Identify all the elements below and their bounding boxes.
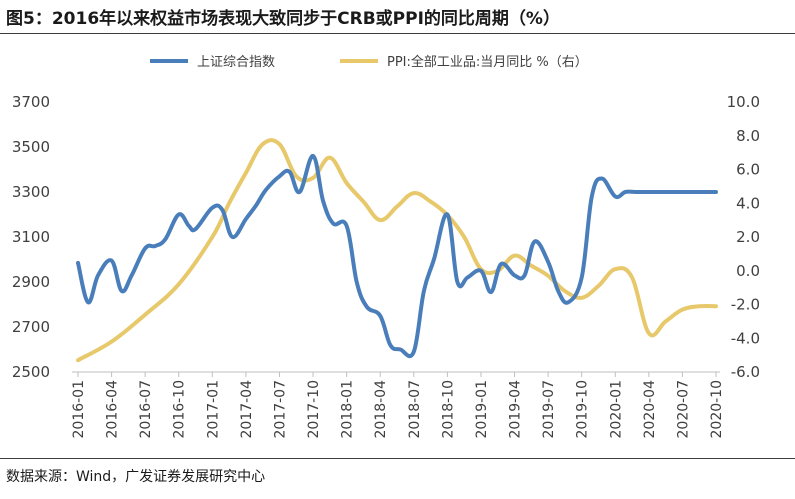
x-tick-label: 2020-07 bbox=[675, 380, 691, 439]
y-right-tick-label: 0.0 bbox=[736, 262, 760, 280]
x-tick-label: 2019-04 bbox=[508, 380, 524, 439]
legend-label-ppi: PPI:全部工业品:当月同比 %（右） bbox=[387, 54, 588, 70]
x-tick-label: 2017-04 bbox=[239, 380, 255, 439]
x-tick-label: 2018-10 bbox=[440, 380, 456, 439]
y-right-tick-label: -6.0 bbox=[731, 363, 760, 381]
y-right-tick-label: -2.0 bbox=[731, 296, 760, 314]
axes: 2500 2700 2900 3100 3300 3500 3700 -6.0 -4.0 -2.0… bbox=[12, 93, 760, 439]
y-right-tick-label: -4.0 bbox=[731, 329, 760, 347]
x-tick-label: 2018-07 bbox=[407, 380, 423, 439]
page-title: 图5：2016年以来权益市场表现大致同步于CRB或PPI的同比周期（%） bbox=[6, 9, 560, 29]
source-note: 数据来源：Wind，广发证券发展研究中心 bbox=[6, 469, 266, 485]
x-tick-label: 2017-10 bbox=[306, 380, 322, 439]
legend: 上证综合指数 PPI:全部工业品:当月同比 %（右） bbox=[150, 54, 588, 70]
x-tick-label: 2020-01 bbox=[608, 380, 624, 439]
y-right-tick-label: 6.0 bbox=[736, 161, 760, 179]
y-left-tick-label: 3100 bbox=[12, 228, 50, 246]
series-line-ppi bbox=[76, 138, 718, 363]
x-tick-label: 2016-10 bbox=[172, 380, 188, 439]
y-left-tick-label: 3700 bbox=[12, 93, 50, 111]
y-left-tick-label: 2900 bbox=[12, 273, 50, 291]
y-right-tick-label: 4.0 bbox=[736, 194, 760, 212]
y-left-tick-label: 3300 bbox=[12, 183, 50, 201]
title-bar: 图5：2016年以来权益市场表现大致同步于CRB或PPI的同比周期（%） bbox=[0, 0, 795, 34]
legend-label-index: 上证综合指数 bbox=[197, 55, 275, 70]
x-tick-label: 2017-01 bbox=[205, 380, 221, 439]
y-left-tick-label: 2500 bbox=[12, 363, 50, 381]
y-left-tick-label: 3500 bbox=[12, 138, 50, 156]
x-tick-label: 2018-04 bbox=[373, 380, 389, 439]
y-left-tick-label: 2700 bbox=[12, 318, 50, 336]
y-right-tick-label: 10.0 bbox=[727, 93, 760, 111]
x-tick-label: 2020-10 bbox=[709, 380, 725, 439]
x-tick-label: 2020-04 bbox=[642, 380, 658, 439]
y-right-tick-label: 8.0 bbox=[736, 127, 760, 145]
footer-divider bbox=[0, 458, 795, 459]
x-tick-label: 2016-07 bbox=[138, 380, 154, 439]
x-tick-label: 2019-10 bbox=[575, 380, 591, 439]
x-tick-label: 2016-01 bbox=[71, 380, 87, 439]
series-line-index bbox=[76, 153, 718, 359]
series-layer bbox=[76, 138, 718, 363]
x-tick-label: 2019-01 bbox=[474, 380, 490, 439]
x-tick-label: 2017-07 bbox=[272, 380, 288, 439]
y-right-tick-label: 2.0 bbox=[736, 228, 760, 246]
x-tick-label: 2019-07 bbox=[541, 380, 557, 439]
x-tick-label: 2018-01 bbox=[340, 380, 356, 439]
x-tick-label: 2016-04 bbox=[105, 380, 121, 439]
